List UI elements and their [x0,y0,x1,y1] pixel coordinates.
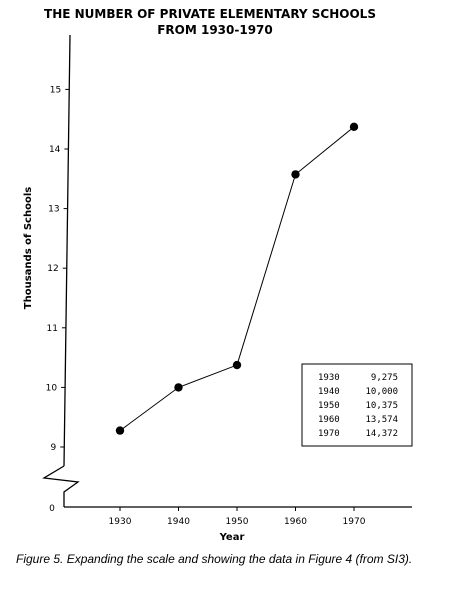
data-table-value: 9,275 [371,373,398,383]
data-table-value: 14,372 [365,429,398,439]
x-tick-label: 1950 [226,517,249,527]
x-tick-label: 1930 [109,517,132,527]
y-tick-label: 12 [47,264,58,274]
data-table-year: 1940 [318,387,340,397]
y-axis-ticks: 9 10 11 12 13 14 15 [46,85,70,453]
x-tick-label: 1970 [343,517,366,527]
data-point [115,426,125,435]
y-tick-label: 14 [49,145,61,155]
y-tick-label: 9 [51,443,57,453]
chart-title-line-1: THE NUMBER OF PRIVATE ELEMENTARY SCHOOLS [44,7,376,21]
y-axis-label: Thousands of Schools [23,187,34,309]
data-point [349,122,359,132]
x-tick-label: 1940 [167,517,190,527]
data-table-border [301,363,413,447]
y-tick-label-zero: 0 [49,504,55,514]
chart-title: THE NUMBER OF PRIVATE ELEMENTARY SCHOOLS… [44,7,376,37]
data-table-rows: 1930 9,275 1940 10,000 1950 10,375 1960 13,574 1… [318,373,398,439]
data-table-year: 1970 [318,429,340,439]
data-table-value: 13,574 [365,415,398,425]
data-table-value: 10,375 [365,401,398,411]
x-axis-ticks: 1930 1940 1950 1960 1970 [109,507,366,527]
x-axis-label: Year [219,532,245,543]
y-tick-label: 11 [46,324,57,334]
chart-title-line-2: FROM 1930-1970 [157,23,273,37]
data-table-year: 1950 [318,401,340,411]
data-table: 1930 9,275 1940 10,000 1950 10,375 1960 13,574 1… [301,363,413,447]
data-point [232,360,242,370]
data-table-year: 1960 [318,415,340,425]
figure-caption: Figure 5. Expanding the scale and showin… [16,552,413,566]
series-line [115,122,359,435]
y-axis-upper [63,34,71,467]
y-tick-label: 10 [46,383,58,393]
y-tick-label: 13 [48,205,59,215]
x-tick-label: 1960 [284,517,307,527]
y-tick-label: 15 [50,85,61,95]
data-point [291,170,300,179]
data-table-value: 10,000 [365,387,398,397]
data-point [174,383,183,392]
axis-break-mark [42,465,80,507]
data-table-year: 1930 [318,373,340,383]
